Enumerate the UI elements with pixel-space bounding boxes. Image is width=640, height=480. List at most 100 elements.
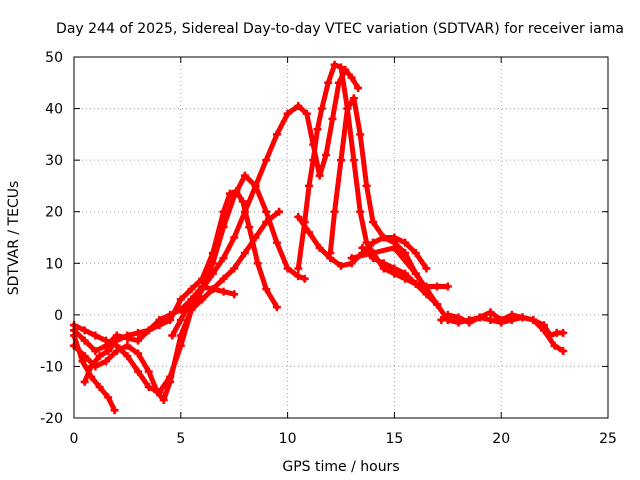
data-point bbox=[230, 233, 239, 242]
data-point bbox=[486, 308, 495, 317]
data-point bbox=[324, 78, 333, 87]
data-point bbox=[433, 300, 442, 309]
data-point bbox=[347, 73, 356, 82]
data-point bbox=[550, 341, 559, 350]
data-point bbox=[176, 341, 185, 350]
data-point bbox=[144, 367, 153, 376]
data-point bbox=[529, 316, 538, 325]
data-point bbox=[349, 156, 358, 165]
data-point bbox=[262, 285, 271, 294]
data-point bbox=[315, 171, 324, 180]
data-point bbox=[411, 248, 420, 257]
data-point bbox=[304, 181, 313, 190]
grid bbox=[74, 57, 608, 418]
data-point bbox=[168, 331, 177, 340]
data-point bbox=[559, 328, 568, 337]
data-point bbox=[497, 316, 506, 325]
x-tick-label: 0 bbox=[70, 431, 79, 447]
data-point bbox=[275, 207, 284, 216]
data-point bbox=[187, 285, 196, 294]
data-point bbox=[219, 287, 228, 296]
data-point bbox=[272, 303, 281, 312]
data-point bbox=[112, 341, 121, 350]
data-point bbox=[294, 272, 303, 281]
data-point bbox=[262, 207, 271, 216]
data-point bbox=[437, 316, 446, 325]
data-point bbox=[104, 346, 113, 355]
y-tick-label: 40 bbox=[45, 102, 63, 118]
data-point bbox=[91, 331, 100, 340]
data-point bbox=[411, 269, 420, 278]
y-tick-label: 30 bbox=[45, 153, 63, 169]
data-point bbox=[144, 326, 153, 335]
data-point bbox=[219, 223, 228, 232]
data-point bbox=[294, 264, 303, 273]
data-point bbox=[102, 357, 111, 366]
data-point bbox=[208, 285, 217, 294]
data-point bbox=[390, 233, 399, 242]
data-point bbox=[422, 290, 431, 299]
data-point bbox=[343, 104, 352, 113]
data-point bbox=[390, 264, 399, 273]
plot-frame bbox=[73, 56, 609, 419]
data-point bbox=[208, 259, 217, 268]
y-tick-label: 10 bbox=[45, 256, 63, 272]
data-point bbox=[230, 264, 239, 273]
data-point bbox=[518, 313, 527, 322]
data-point bbox=[219, 274, 228, 283]
data-point bbox=[110, 406, 119, 415]
data-point bbox=[230, 192, 239, 201]
data-point bbox=[95, 352, 104, 361]
data-point bbox=[262, 156, 271, 165]
data-point bbox=[134, 336, 143, 345]
data-point bbox=[155, 316, 164, 325]
data-point bbox=[347, 254, 356, 263]
data-point bbox=[225, 189, 234, 198]
data-point bbox=[80, 336, 89, 345]
data-point bbox=[219, 254, 228, 263]
data-point bbox=[302, 109, 311, 118]
data-point bbox=[176, 295, 185, 304]
data-point bbox=[315, 243, 324, 252]
y-tick-label: -10 bbox=[40, 359, 63, 375]
data-point bbox=[349, 94, 358, 103]
data-point bbox=[486, 316, 495, 325]
data-point bbox=[337, 63, 345, 72]
y-tick-label: -20 bbox=[40, 411, 63, 427]
data-series bbox=[70, 60, 568, 415]
data-point bbox=[240, 248, 249, 257]
data-point bbox=[330, 207, 339, 216]
y-tick-label: 50 bbox=[45, 50, 63, 66]
y-tick-label: 0 bbox=[54, 308, 63, 324]
data-point bbox=[104, 393, 113, 402]
data-point bbox=[91, 346, 100, 355]
data-point bbox=[422, 264, 431, 273]
data-point bbox=[443, 310, 452, 319]
data-point bbox=[379, 233, 388, 242]
data-point bbox=[369, 238, 378, 247]
data-point bbox=[356, 207, 365, 216]
data-point bbox=[219, 207, 228, 216]
data-point bbox=[326, 254, 335, 263]
data-point bbox=[358, 243, 367, 252]
data-point bbox=[328, 114, 337, 123]
y-tick-label: 20 bbox=[45, 205, 63, 221]
data-point bbox=[379, 259, 388, 268]
data-point bbox=[80, 377, 89, 386]
data-point bbox=[95, 383, 104, 392]
data-point bbox=[102, 336, 111, 345]
x-tick-label: 5 bbox=[176, 431, 185, 447]
data-point bbox=[245, 223, 254, 232]
data-point bbox=[159, 395, 168, 404]
data-point bbox=[272, 130, 281, 139]
data-point bbox=[401, 248, 410, 257]
data-point bbox=[230, 290, 239, 299]
data-point bbox=[134, 349, 143, 358]
data-point bbox=[240, 171, 249, 180]
data-point bbox=[369, 218, 378, 227]
data-point bbox=[401, 238, 410, 247]
x-tick-label: 10 bbox=[279, 431, 297, 447]
data-point bbox=[354, 83, 363, 92]
data-point bbox=[155, 388, 164, 397]
